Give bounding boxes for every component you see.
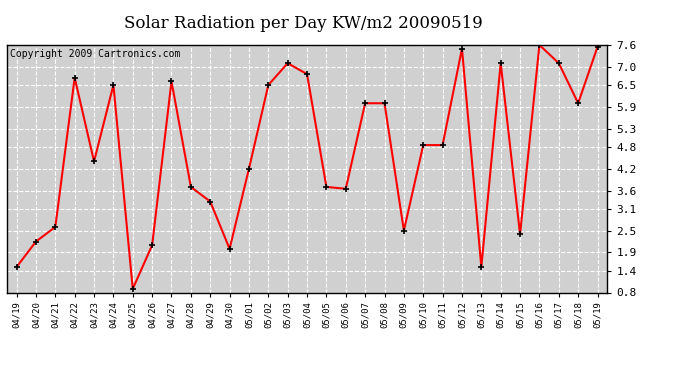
Text: Copyright 2009 Cartronics.com: Copyright 2009 Cartronics.com (10, 49, 180, 59)
Text: Solar Radiation per Day KW/m2 20090519: Solar Radiation per Day KW/m2 20090519 (124, 15, 483, 32)
